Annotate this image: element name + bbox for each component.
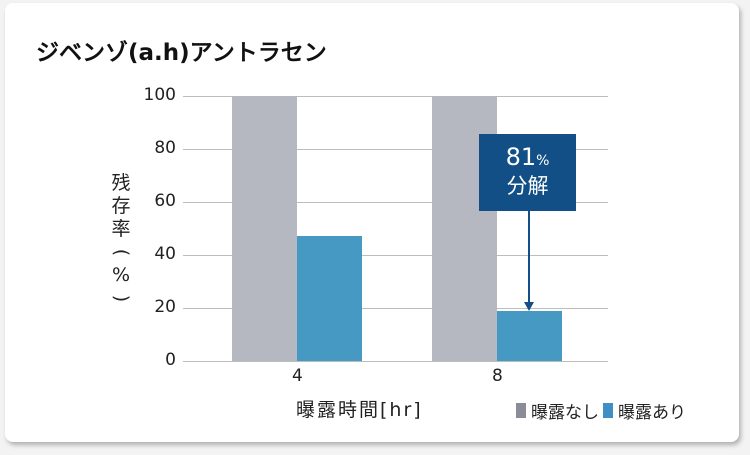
chart-title: ジベンゾ(a.h)アントラセン xyxy=(36,40,327,66)
legend-label-unexposed: 曝露なし xyxy=(531,403,599,423)
callout-text: 分解 xyxy=(506,174,549,198)
y-tick-label: 80 xyxy=(154,138,176,158)
gridline xyxy=(183,202,608,203)
chart-card xyxy=(5,3,739,442)
gridline xyxy=(183,149,608,150)
gridline xyxy=(183,308,608,309)
y-tick-label: 0 xyxy=(165,350,176,370)
y-tick-label: 60 xyxy=(154,191,176,211)
x-axis-label: 曝露時間[hr] xyxy=(296,399,423,421)
gridline xyxy=(183,361,608,362)
y-axis-label: 残存率(%) xyxy=(110,172,133,303)
bar-exposed-4hr xyxy=(297,236,362,361)
arrow-down-icon xyxy=(524,302,534,311)
bar-unexposed-4hr xyxy=(232,96,297,361)
y-tick-label: 20 xyxy=(154,297,176,317)
legend-swatch-exposed xyxy=(603,403,613,418)
y-tick-label: 100 xyxy=(143,85,176,105)
legend-label-exposed: 曝露あり xyxy=(618,403,686,423)
callout-value: 81 xyxy=(505,143,537,171)
gridline xyxy=(183,255,608,256)
decomposition-callout: 81% 分解 xyxy=(479,134,576,211)
callout-unit: % xyxy=(536,153,550,169)
legend-item-exposed: 曝露あり xyxy=(603,398,686,423)
callout-arrow-line xyxy=(528,211,530,303)
gridline xyxy=(183,96,608,97)
legend-swatch-unexposed xyxy=(516,403,526,418)
legend: 曝露なし 曝露あり xyxy=(516,398,690,423)
x-tick-label: 8 xyxy=(492,366,503,386)
bar-exposed-8hr xyxy=(497,311,562,361)
y-tick-label: 40 xyxy=(154,244,176,264)
x-tick-label: 4 xyxy=(292,366,303,386)
legend-item-unexposed: 曝露なし xyxy=(516,398,599,423)
